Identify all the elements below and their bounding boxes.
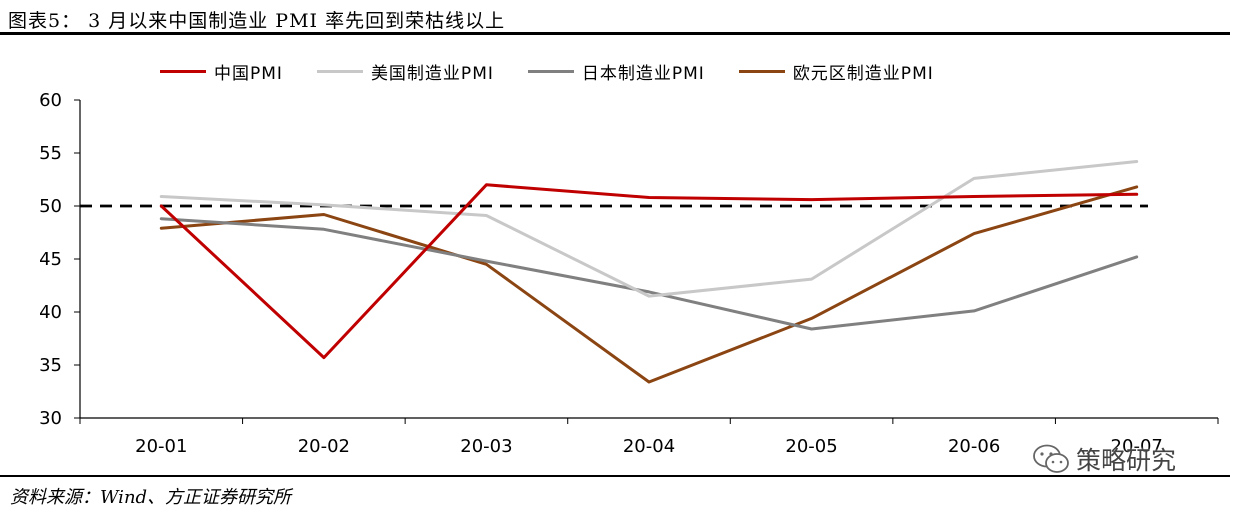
- legend-item-us: 美国制造业PMI: [316, 59, 494, 84]
- y-tick-label: 30: [39, 408, 62, 429]
- legend-swatch-eurozone: [738, 69, 785, 73]
- x-tick-label: 20-01: [135, 436, 187, 457]
- legend-item-china: 中国PMI: [160, 59, 283, 84]
- bottom-rule: [0, 475, 1230, 477]
- y-tick-label: 55: [39, 143, 62, 164]
- legend-swatch-china: [160, 69, 206, 73]
- y-tick-label: 60: [39, 90, 62, 111]
- legend-item-eurozone: 欧元区制造业PMI: [738, 59, 934, 84]
- watermark: 策略研究: [1032, 441, 1176, 477]
- legend-label-china: 中国PMI: [214, 63, 283, 84]
- legend-label-eurozone: 欧元区制造业PMI: [792, 63, 934, 84]
- source-note: 资料来源：Wind、方正证券研究所: [10, 487, 292, 508]
- y-tick-label: 35: [39, 355, 62, 376]
- chart-legend: 中国PMI 美国制造业PMI 日本制造业PMI 欧元区制造业PMI: [160, 58, 968, 84]
- x-tick-label: 20-03: [460, 436, 512, 457]
- legend-label-us: 美国制造业PMI: [370, 63, 494, 84]
- series-line-0: [159, 183, 1139, 360]
- y-tick-label: 40: [39, 302, 62, 323]
- series-line-2: [159, 217, 1139, 331]
- wechat-icon: [1033, 444, 1069, 473]
- legend-swatch-japan: [527, 69, 574, 73]
- series-line-3: [159, 185, 1139, 384]
- x-tick-label: 20-07: [1111, 436, 1163, 457]
- x-tick-label: 20-04: [623, 436, 675, 457]
- x-tick-label: 20-06: [948, 436, 1000, 457]
- series-line-1: [159, 160, 1139, 298]
- legend-item-japan: 日本制造业PMI: [527, 59, 705, 84]
- y-tick-label: 45: [39, 249, 62, 270]
- legend-swatch-us: [316, 69, 363, 73]
- y-tick-label: 50: [39, 196, 62, 217]
- x-tick-label: 20-05: [785, 436, 837, 457]
- figure-title: 图表5： 3 月以来中国制造业 PMI 率先回到荣枯线以上: [8, 10, 506, 32]
- top-rule: [0, 32, 1230, 35]
- x-tick-label: 20-02: [298, 436, 350, 457]
- legend-label-japan: 日本制造业PMI: [581, 63, 705, 84]
- watermark-text: 策略研究: [1076, 446, 1177, 475]
